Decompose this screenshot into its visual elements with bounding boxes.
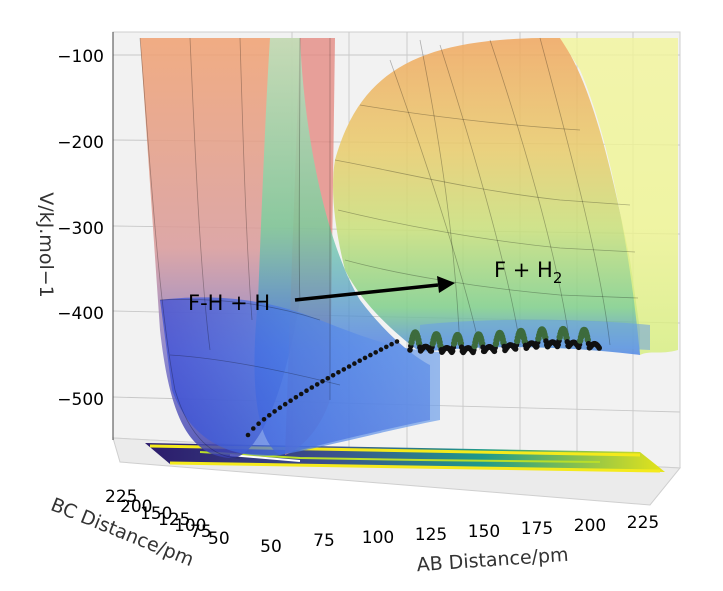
y-tick-label: 50 — [208, 529, 230, 549]
trajectory-point — [394, 339, 400, 344]
trajectory-point — [282, 401, 288, 407]
trajectory-point — [314, 382, 320, 387]
trajectory-point — [251, 426, 256, 431]
trajectory-point — [352, 361, 357, 366]
y-tick-label: 125 — [158, 510, 190, 530]
trajectory-point — [293, 395, 299, 400]
annotation-arrow — [294, 276, 455, 302]
reactant-label: F-H + H — [188, 291, 270, 315]
z-tick-label: −300 — [57, 219, 104, 239]
trajectory-point — [596, 345, 602, 351]
trajectory-point — [357, 358, 363, 364]
product-label-main: F + H — [494, 258, 553, 282]
x-tick-label: 200 — [574, 516, 606, 536]
z-tick-label: −500 — [57, 390, 104, 410]
trajectory-point — [288, 398, 293, 404]
y-tick-label: 225 — [105, 487, 137, 507]
x-tick-label: 75 — [313, 531, 335, 551]
x-tick-label: 175 — [521, 519, 553, 539]
trajectory-point — [298, 391, 304, 397]
trajectory-point — [389, 341, 394, 347]
z-tick-label: −200 — [57, 133, 104, 153]
z-tick-label: −100 — [57, 47, 104, 67]
trajectory-point — [362, 355, 368, 361]
trajectory-point — [267, 413, 272, 418]
trajectory-point — [373, 350, 379, 355]
trajectory-point — [384, 344, 389, 350]
z-tick-label: −400 — [57, 304, 104, 324]
trajectory-point — [368, 352, 373, 358]
trajectory-point — [378, 347, 384, 352]
y-tick-label: 100 — [174, 516, 206, 536]
trajectory-point — [272, 409, 277, 414]
y-axis: 225 200 150 125 100 75 50 BC Distance/pm — [48, 487, 230, 571]
z-axis-label: V/kJ.mol−1 — [35, 192, 57, 297]
z-axis: −100 −200 −300 −400 −500 V/kJ.mol−1 — [35, 32, 114, 440]
product-label: F + H2 — [494, 258, 562, 287]
y-tick-label: 75 — [190, 522, 212, 542]
trajectory-point — [256, 421, 261, 427]
x-tick-label: 100 — [362, 528, 394, 548]
trajectory-point — [341, 367, 347, 372]
x-tick-label: 50 — [260, 537, 282, 557]
trajectory-point — [245, 432, 251, 438]
y-tick-label: 200 — [120, 497, 152, 517]
surface — [139, 37, 678, 459]
x-tick-label: 150 — [468, 522, 500, 542]
trajectory-point — [320, 379, 325, 384]
x-axis-label: AB Distance/pm — [416, 544, 569, 577]
x-tick-label: 125 — [415, 525, 447, 545]
trajectory-point — [346, 364, 352, 369]
product-label-subscript: 2 — [553, 269, 563, 287]
reaction-trajectory — [245, 325, 602, 438]
trajectory-point — [277, 405, 283, 411]
trajectory-point — [261, 417, 267, 422]
trajectory-point — [325, 376, 331, 381]
trajectory-point — [336, 370, 341, 375]
x-axis: 50 75 100 125 150 175 200 225 AB Distanc… — [260, 513, 659, 576]
trajectory-point — [304, 388, 309, 394]
trajectory-point — [330, 373, 336, 378]
trajectory-point — [309, 385, 315, 390]
x-tick-label: 225 — [627, 513, 659, 533]
y-tick-label: 150 — [140, 504, 172, 524]
